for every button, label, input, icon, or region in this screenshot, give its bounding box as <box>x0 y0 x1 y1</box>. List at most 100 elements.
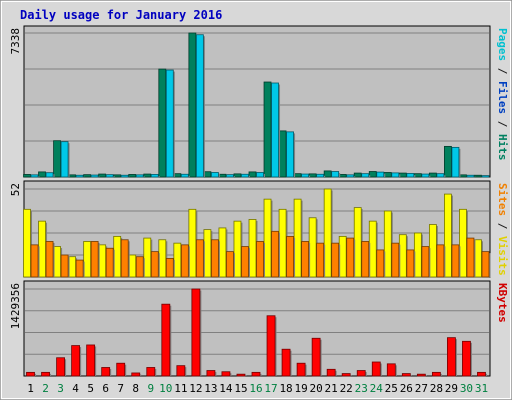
day-label-18: 18 <box>279 382 292 395</box>
bar-kbytes-day-9 <box>146 367 156 377</box>
series-label-part: Hits <box>496 134 509 161</box>
series-label: Pages / Files / Hits <box>496 28 509 161</box>
bar-files-day-15 <box>241 173 249 178</box>
bar-files-day-4 <box>75 174 84 178</box>
bar-kbytes-day-25 <box>386 363 396 377</box>
bar-visits-day-22 <box>338 235 347 278</box>
bar-sites-day-25 <box>391 242 400 278</box>
bar-sites-day-22 <box>346 237 355 278</box>
bar-hits-day-6 <box>98 173 107 178</box>
bar-files-day-20 <box>316 173 325 178</box>
day-label-20: 20 <box>310 382 323 395</box>
day-label-28: 28 <box>430 382 443 395</box>
bar-kbytes-day-2 <box>41 371 50 377</box>
bar-visits-day-14 <box>218 227 227 278</box>
bar-hits-day-27 <box>413 173 422 178</box>
bar-files-day-5 <box>90 174 99 178</box>
bar-sites-day-26 <box>406 249 415 278</box>
series-label-part: Files <box>496 81 509 114</box>
ymax-label: 7338 <box>9 28 22 55</box>
bar-files-day-23 <box>361 173 370 178</box>
day-label-3: 3 <box>57 382 64 395</box>
bar-kbytes-day-22 <box>341 373 351 377</box>
bar-kbytes-day-1 <box>26 371 35 377</box>
day-label-22: 22 <box>340 382 353 395</box>
panel-3: 1429356 KBytes <box>9 280 509 377</box>
bar-files-day-13 <box>211 172 219 178</box>
bar-kbytes-day-13 <box>206 370 216 377</box>
bar-sites-day-30 <box>466 237 475 278</box>
bar-sites-day-6 <box>105 247 114 278</box>
bar-files-day-11 <box>180 173 189 178</box>
bar-kbytes-day-6 <box>101 367 111 377</box>
bar-files-day-28 <box>436 173 445 178</box>
bar-hits-day-2 <box>38 171 46 178</box>
bar-hits-day-3 <box>53 140 61 178</box>
bar-sites-day-21 <box>331 242 340 278</box>
bar-kbytes-day-7 <box>116 362 126 377</box>
bar-visits-day-10 <box>158 239 167 278</box>
bar-kbytes-day-3 <box>56 357 65 377</box>
bar-visits-day-31 <box>474 239 482 278</box>
bar-files-day-3 <box>60 141 69 178</box>
bar-visits-day-25 <box>383 210 392 278</box>
day-label-24: 24 <box>370 382 384 395</box>
bar-sites-day-18 <box>286 235 294 278</box>
day-label-31: 31 <box>475 382 488 395</box>
panel-1: 7338 Pages / Files / Hits <box>9 25 509 178</box>
bar-hits-day-5 <box>83 174 92 178</box>
day-label-13: 13 <box>204 382 217 395</box>
bar-files-day-24 <box>376 171 385 178</box>
bar-visits-day-9 <box>143 237 152 278</box>
bar-kbytes-day-19 <box>296 362 306 377</box>
bar-kbytes-day-20 <box>311 337 321 377</box>
bar-sites-day-11 <box>180 244 189 278</box>
bar-kbytes-day-30 <box>462 340 471 377</box>
day-label-12: 12 <box>189 382 202 395</box>
bar-sites-day-19 <box>301 241 309 278</box>
series-label-part: Visits <box>496 236 509 276</box>
bar-sites-day-10 <box>165 257 174 278</box>
day-label-21: 21 <box>325 382 338 395</box>
bar-visits-day-28 <box>428 224 437 278</box>
bar-files-day-10 <box>165 69 174 178</box>
bar-hits-day-4 <box>68 174 77 178</box>
bar-hits-day-30 <box>459 174 467 178</box>
bar-files-day-6 <box>105 174 114 178</box>
day-label-17: 17 <box>264 382 277 395</box>
bar-kbytes-day-27 <box>416 373 426 377</box>
bar-sites-day-13 <box>211 239 219 278</box>
day-label-6: 6 <box>102 382 109 395</box>
bar-visits-day-8 <box>128 254 137 278</box>
day-label-10: 10 <box>159 382 172 395</box>
bar-files-day-22 <box>346 174 355 178</box>
bar-files-day-18 <box>286 131 294 178</box>
day-label-8: 8 <box>132 382 139 395</box>
bar-hits-day-10 <box>158 68 167 178</box>
bar-kbytes-day-16 <box>251 371 261 377</box>
bar-kbytes-day-15 <box>236 373 246 377</box>
bar-hits-day-13 <box>203 171 212 178</box>
day-label-26: 26 <box>400 382 413 395</box>
day-label-4: 4 <box>72 382 79 395</box>
bar-sites-day-15 <box>241 246 249 278</box>
bar-files-day-2 <box>45 172 54 178</box>
series-label: Sites / Visits <box>496 183 509 276</box>
bar-visits-day-17 <box>263 198 272 278</box>
bar-visits-day-11 <box>173 242 182 278</box>
day-label-11: 11 <box>174 382 187 395</box>
panel-2: 52 Sites / Visits <box>9 180 509 278</box>
bar-visits-day-12 <box>188 208 197 278</box>
bar-kbytes-day-12 <box>191 288 201 377</box>
bar-sites-day-12 <box>195 239 204 278</box>
bar-visits-day-19 <box>293 198 302 278</box>
bar-sites-day-2 <box>45 241 54 278</box>
bar-visits-day-15 <box>233 220 242 278</box>
bar-sites-day-28 <box>436 244 445 278</box>
bar-hits-day-28 <box>428 172 437 178</box>
bar-kbytes-day-4 <box>71 345 81 377</box>
day-label-30: 30 <box>460 382 473 395</box>
bar-hits-day-24 <box>368 171 377 178</box>
bar-hits-day-21 <box>323 170 332 178</box>
bar-files-day-9 <box>150 174 159 178</box>
